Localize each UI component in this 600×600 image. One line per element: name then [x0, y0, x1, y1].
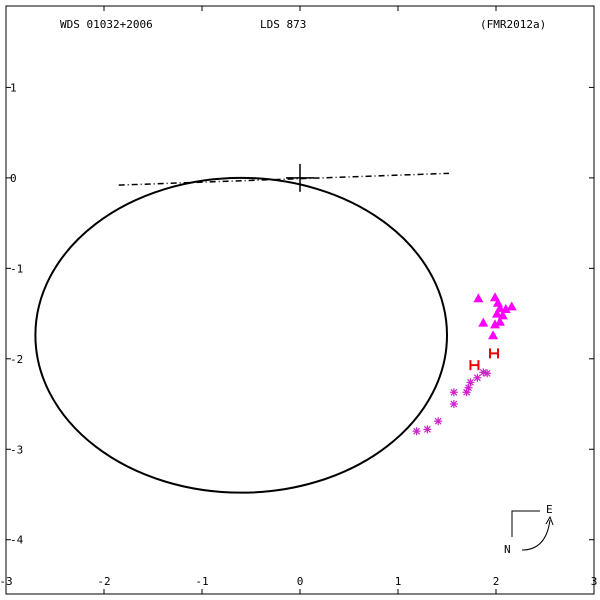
triangle-point: [506, 301, 517, 311]
x-tick-label: -2: [97, 575, 110, 588]
y-axis: 1 0 -1 -2 -3 -4: [6, 81, 594, 547]
x-axis: -3 -2 -1 0 1 2 3: [0, 6, 597, 594]
x-tick-label: 0: [297, 575, 304, 588]
triangle-point: [497, 310, 508, 320]
triangle-point: [488, 330, 499, 340]
orbit-ellipse: [34, 176, 448, 494]
x-tick-label: 1: [395, 575, 402, 588]
rotation-arrow: [521, 519, 551, 551]
y-tick-label: -1: [10, 262, 23, 275]
asterisk-point: [449, 400, 458, 409]
y-tick-label: 0: [10, 172, 17, 185]
speckle-point: [489, 348, 500, 359]
asterisk-point: [483, 369, 492, 378]
y-tick-label: -4: [10, 534, 24, 547]
asterisk-point: [412, 427, 421, 436]
x-tick-label: -3: [0, 575, 13, 588]
compass: E N: [504, 503, 554, 556]
y-tick-label: -2: [10, 353, 23, 366]
asterisk-point: [434, 417, 443, 426]
compass-axes: [511, 510, 540, 537]
speckle-point: [469, 360, 480, 371]
header-reference: (FMR2012a): [480, 18, 546, 31]
plot-frame: [5, 5, 595, 595]
y-tick-label: -3: [10, 443, 23, 456]
asterisk-point: [449, 388, 458, 397]
observation-points: [412, 292, 517, 436]
triangle-point: [500, 304, 511, 314]
x-tick-label: 2: [493, 575, 500, 588]
compass-east-label: E: [546, 503, 553, 516]
header-wds-id: WDS 01032+2006: [60, 18, 153, 31]
triangle-point: [494, 316, 505, 326]
line-of-nodes: [118, 172, 449, 186]
header-discoverer: LDS 873: [260, 18, 306, 31]
asterisk-point: [423, 425, 432, 434]
asterisk-point: [466, 378, 475, 387]
triangle-point: [491, 308, 502, 318]
compass-north-label: N: [504, 543, 511, 556]
y-tick-label: 1: [10, 81, 17, 94]
primary-star-marker: [286, 163, 314, 192]
rotation-arrow-head: [545, 515, 554, 526]
triangle-point: [478, 317, 489, 327]
asterisk-point: [473, 373, 482, 382]
triangle-point: [473, 293, 484, 303]
triangle-point: [490, 319, 501, 329]
x-tick-label: 3: [591, 575, 598, 588]
x-tick-label: -1: [195, 575, 208, 588]
